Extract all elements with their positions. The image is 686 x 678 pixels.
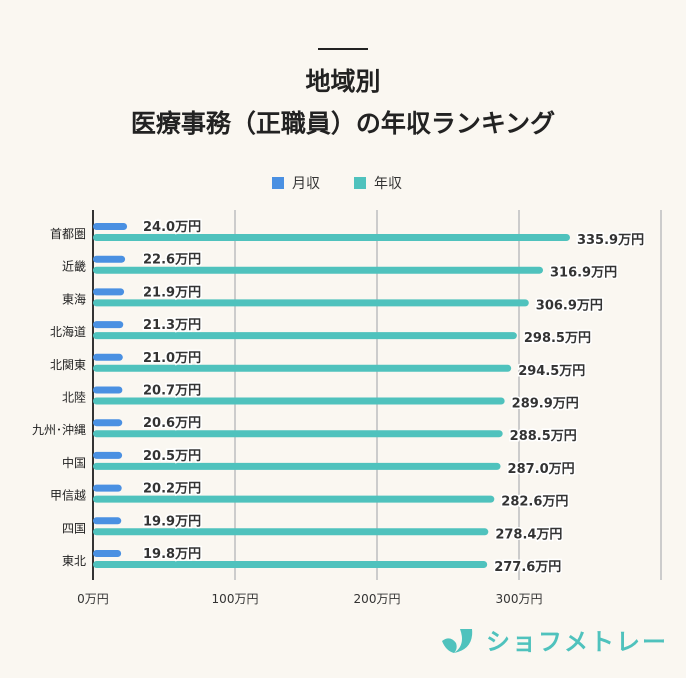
logo-text: ショフメトレー: [486, 628, 668, 656]
data-label-annual: 288.5万円: [510, 429, 577, 444]
bar-annual: [93, 561, 488, 568]
data-label-monthly: 21.3万円: [143, 318, 201, 333]
legend-swatch: [272, 177, 284, 189]
data-label-annual: 298.5万円: [524, 331, 591, 346]
bar-monthly: [93, 484, 122, 492]
bar-monthly: [93, 223, 128, 230]
data-label-annual: 287.0万円: [508, 462, 575, 477]
data-label-monthly: 21.9万円: [143, 285, 201, 300]
data-label-annual: 277.6万円: [494, 560, 561, 575]
legend-label: 月収: [292, 176, 320, 192]
chart-title-line1: 地域別: [305, 67, 381, 96]
y-tick-label: 中国: [62, 455, 86, 470]
logo: ショフメトレー: [440, 622, 668, 657]
bar-annual: [93, 397, 505, 405]
bar-monthly: [93, 386, 123, 394]
x-tick-label: 200万円: [354, 592, 401, 606]
y-tick-label: 東北: [62, 554, 86, 568]
x-tick-label: 0万円: [77, 592, 109, 606]
data-label-monthly: 19.8万円: [143, 547, 201, 562]
bar-monthly: [93, 550, 122, 557]
y-tick-label: 四国: [62, 521, 86, 535]
bar-annual: [93, 234, 570, 241]
data-label-annual: 282.6万円: [501, 495, 568, 510]
legend-swatch: [354, 177, 366, 189]
bar-annual: [93, 266, 543, 274]
y-tick-label: 北関東: [50, 358, 86, 372]
bar-monthly: [93, 288, 125, 296]
x-tick-label: 300万円: [496, 592, 543, 606]
data-label-monthly: 24.0万円: [143, 220, 201, 235]
bar-monthly: [93, 321, 124, 329]
x-tick-label: 100万円: [212, 592, 259, 606]
bar-monthly: [93, 419, 123, 427]
bar-monthly: [93, 255, 126, 263]
bar-monthly: [93, 517, 122, 525]
bar-monthly: [93, 353, 123, 361]
bar-annual: [93, 430, 503, 438]
bar-annual: [93, 364, 512, 372]
data-label-monthly: 20.5万円: [143, 449, 201, 464]
bar-annual: [93, 462, 501, 470]
data-label-monthly: 20.6万円: [143, 416, 201, 431]
data-label-annual: 289.9万円: [512, 397, 579, 412]
data-label-monthly: 20.7万円: [143, 384, 201, 399]
data-label-monthly: 22.6万円: [143, 253, 201, 268]
data-label-annual: 294.5万円: [518, 364, 585, 379]
title-rule: [318, 48, 368, 50]
y-tick-label: 北海道: [50, 324, 86, 339]
legend-label: 年収: [374, 176, 402, 192]
bar-annual: [93, 528, 489, 536]
y-tick-label: 首都圏: [50, 227, 86, 241]
y-tick-label: 九州･沖縄: [32, 422, 86, 437]
logo-mark-icon: [442, 628, 473, 653]
chart-title-line2: 医療事務（正職員）の年収ランキング: [130, 109, 556, 138]
bar-annual: [93, 299, 529, 307]
y-tick-label: 甲信越: [50, 489, 86, 503]
bar-annual: [93, 495, 495, 503]
y-tick-label: 北陸: [62, 391, 86, 405]
data-label-annual: 335.9万円: [577, 233, 644, 248]
data-label-monthly: 19.9万円: [143, 514, 201, 529]
bar-annual: [93, 332, 517, 340]
data-label-monthly: 21.0万円: [143, 351, 201, 366]
data-label-annual: 306.9万円: [536, 298, 603, 313]
data-label-monthly: 20.2万円: [143, 482, 201, 497]
y-tick-label: 近畿: [62, 260, 86, 274]
y-tick-label: 東海: [62, 291, 86, 306]
bar-monthly: [93, 451, 123, 459]
data-label-annual: 316.9万円: [550, 266, 617, 281]
data-label-annual: 278.4万円: [495, 527, 562, 542]
